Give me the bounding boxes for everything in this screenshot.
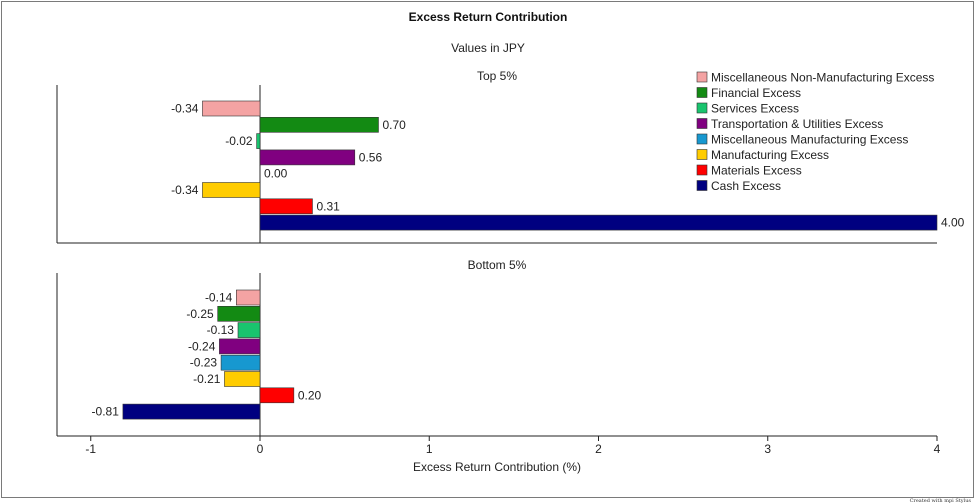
- x-tick-label-0: -1: [85, 442, 96, 456]
- x-tick-label-2: 1: [426, 442, 433, 456]
- data-label-0-7: 4.00: [941, 216, 965, 230]
- x-tick-label-1: 0: [257, 442, 264, 456]
- data-label-1-2: -0.13: [207, 323, 235, 337]
- legend-swatch-5: [696, 149, 708, 160]
- bar-0-3: [259, 149, 356, 166]
- bar-0-7: [259, 214, 938, 231]
- x-tick-label-3: 2: [595, 442, 602, 456]
- data-label-0-2: -0.02: [225, 134, 253, 148]
- bar-0-6: [259, 198, 313, 215]
- data-label-0-5: -0.34: [171, 183, 199, 197]
- legend-swatch-4: [696, 133, 708, 145]
- legend-label-2: Services Excess: [711, 102, 799, 116]
- created-with-credit: Created with mpi Stylus: [909, 498, 971, 504]
- legend-swatch-2: [696, 102, 708, 114]
- legend-label-4: Miscellaneous Manufacturing Excess: [711, 133, 908, 147]
- chart-title: Excess Return Contribution: [409, 10, 568, 24]
- legend-swatch-7: [696, 180, 708, 191]
- legend-label-5: Manufacturing Excess: [711, 148, 829, 162]
- data-label-1-1: -0.25: [186, 307, 214, 321]
- data-label-0-4: 0.00: [264, 167, 288, 181]
- data-label-1-7: -0.81: [92, 405, 120, 419]
- data-label-0-3: 0.56: [359, 150, 383, 164]
- bar-0-0: [202, 100, 261, 117]
- data-label-1-4: -0.23: [190, 356, 218, 370]
- bar-1-7: [122, 403, 261, 420]
- data-label-1-0: -0.14: [205, 291, 233, 305]
- x-tick-label-5: 4: [934, 442, 941, 456]
- data-label-1-3: -0.24: [188, 339, 216, 353]
- legend-label-0: Miscellaneous Non-Manufacturing Excess: [711, 71, 934, 85]
- bar-0-5: [202, 182, 261, 198]
- bar-1-2: [237, 322, 261, 338]
- legend-label-3: Transportation & Utilities Excess: [711, 117, 883, 131]
- legend-swatch-6: [696, 164, 708, 176]
- bar-1-6: [259, 387, 295, 404]
- bar-1-3: [219, 338, 261, 355]
- data-label-1-6: 0.20: [298, 388, 322, 402]
- bar-0-1: [259, 117, 379, 133]
- bar-1-0: [236, 289, 261, 306]
- data-label-0-0: -0.34: [171, 102, 199, 116]
- bar-1-5: [224, 371, 261, 387]
- panel-title-1: Bottom 5%: [468, 258, 527, 272]
- legend-label-7: Cash Excess: [711, 179, 781, 193]
- bar-1-1: [217, 305, 261, 322]
- legend-swatch-3: [696, 118, 708, 129]
- bar-1-4: [220, 354, 261, 371]
- legend-label-1: Financial Excess: [711, 86, 801, 100]
- x-tick-label-4: 3: [764, 442, 771, 456]
- legend-swatch-1: [696, 87, 708, 98]
- chart-subtitle: Values in JPY: [451, 41, 525, 55]
- data-label-0-1: 0.70: [382, 118, 406, 132]
- x-axis-label: Excess Return Contribution (%): [413, 460, 581, 474]
- legend-swatch-0: [696, 71, 708, 83]
- panel-title-0: Top 5%: [477, 69, 517, 83]
- bar-0-2: [256, 133, 261, 149]
- legend-label-6: Materials Excess: [711, 164, 802, 178]
- data-label-1-5: -0.21: [193, 372, 221, 386]
- data-label-0-6: 0.31: [316, 199, 340, 213]
